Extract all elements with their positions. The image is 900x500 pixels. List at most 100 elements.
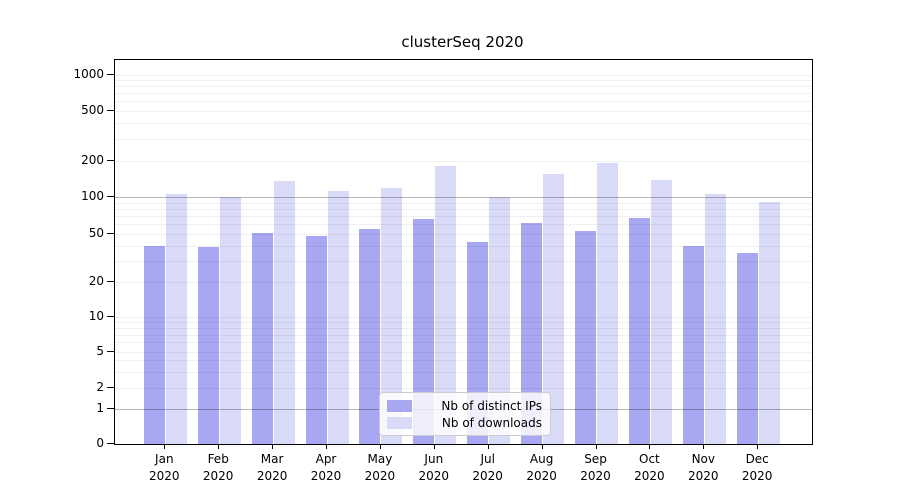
x-tick-month: Jun [424,452,444,466]
y-tick-mark-0 [107,443,114,444]
gridline-minor-200 [115,161,812,162]
x-tick-month: Apr [315,452,337,466]
bar-downloads-jul [489,197,511,444]
gridline-minor-9 [115,322,812,324]
gridline-minor-60 [115,224,812,226]
gridline-minor-500 [115,111,812,112]
bar-distinct-ips-feb [197,247,219,444]
gridline-minor-900 [115,80,812,82]
y-tick-mark-5 [107,350,114,352]
x-tick-label-jan: Jan 2020 [136,451,192,485]
gridline-minor-50 [115,234,812,235]
x-tick-label-nov: Nov 2020 [675,451,731,485]
bar-distinct-ips-dec [736,252,758,444]
x-tick-mark-oct [649,444,651,449]
x-tick-month: Jul [480,452,495,466]
x-tick-month: Feb [207,452,229,466]
gridline-minor-6 [115,342,812,344]
bar-distinct-ips-jun [413,219,435,444]
gridline-minor-700 [115,93,812,95]
bar-downloads-dec [758,202,780,444]
x-tick-month: Nov [691,452,715,466]
x-tick-mark-jan [164,444,166,449]
y-tick-mark-1000 [107,73,114,75]
x-tick-month: Aug [529,452,554,466]
x-tick-year: 2020 [256,469,288,483]
gridline-minor-90 [115,202,812,204]
bar-downloads-mar [273,180,295,444]
legend: Nb of distinct IPs Nb of downloads [379,392,551,436]
gridline-minor-2 [115,387,812,389]
bar-distinct-ips-sep [575,230,596,444]
x-tick-year: 2020 [364,469,396,483]
bar-distinct-ips-nov [682,245,704,444]
gridline-minor-3 [115,371,812,373]
legend-row-downloads: Nb of downloads [387,415,542,431]
y-tick-label-1: 1 [96,401,104,415]
gridline-minor-4 [115,360,812,362]
y-tick-label-10: 10 [88,309,104,323]
bar-downloads-jun [435,165,457,444]
gridline-minor-400 [115,123,812,125]
bar-distinct-ips-may [359,228,381,444]
x-tick-mark-mar [272,444,274,449]
gridline-minor-600 [115,101,812,103]
bar-distinct-ips-aug [521,222,543,444]
y-tick-label-5: 5 [96,343,104,358]
y-tick-mark-500 [107,110,114,111]
x-tick-label-jun: Jun 2020 [406,451,462,485]
y-tick-mark-100 [107,196,114,197]
x-tick-year: 2020 [418,469,450,483]
bar-downloads-jan [165,194,187,444]
y-tick-mark-200 [107,160,114,161]
legend-swatch-distinct-ips [387,400,412,412]
x-tick-month: Jan [155,452,174,466]
bar-distinct-ips-jan [143,245,165,444]
x-tick-year: 2020 [526,469,557,483]
x-tick-year: 2020 [310,469,342,483]
y-tick-label-1000: 1000 [73,66,104,81]
x-tick-label-jul: Jul 2020 [460,451,516,485]
bar-downloads-oct [650,179,672,444]
y-tick-label-100: 100 [81,189,104,203]
x-tick-month: Dec [745,452,769,466]
gridline-emphasized-100 [115,197,812,198]
gridline-minor-8 [115,328,812,330]
y-tick-label-2: 2 [96,379,104,394]
legend-label-distinct-ips: Nb of distinct IPs [441,399,542,413]
x-tick-label-mar: Mar 2020 [244,451,300,485]
x-tick-label-may: May 2020 [352,451,408,485]
bar-distinct-ips-apr [305,236,327,444]
gridline-minor-300 [115,138,812,140]
y-tick-mark-20 [107,281,114,282]
gridline-minor-80 [115,208,812,210]
y-tick-label-500: 500 [81,103,104,117]
bar-distinct-ips-oct [628,218,650,444]
y-tick-label-20: 20 [88,274,104,288]
x-tick-year: 2020 [149,469,180,483]
gridline-minor-5 [115,351,812,353]
legend-row-distinct-ips: Nb of distinct IPs [387,398,542,414]
x-tick-month: Sep [584,452,607,466]
legend-swatch-downloads [387,417,412,429]
gridline-minor-10 [115,317,812,318]
x-tick-mark-sep [595,444,597,449]
gridline-minor-7 [115,334,812,336]
x-tick-mark-apr [326,444,327,449]
plot-area [114,59,813,445]
bar-downloads-sep [597,163,618,444]
x-tick-mark-aug [541,444,543,449]
x-tick-mark-dec [757,444,759,449]
legend-label-downloads: Nb of downloads [441,416,542,430]
gridline-minor-40 [115,245,812,247]
y-tick-mark-50 [107,233,114,234]
x-tick-mark-jun [433,444,435,449]
y-tick-label-50: 50 [88,226,104,240]
x-tick-mark-feb [218,444,220,449]
chart-title: clusterSeq 2020 [401,33,524,51]
x-tick-month: Oct [639,452,660,466]
x-tick-label-apr: Apr 2020 [298,451,354,485]
x-tick-month: Mar [260,452,284,466]
bar-downloads-may [381,188,403,444]
